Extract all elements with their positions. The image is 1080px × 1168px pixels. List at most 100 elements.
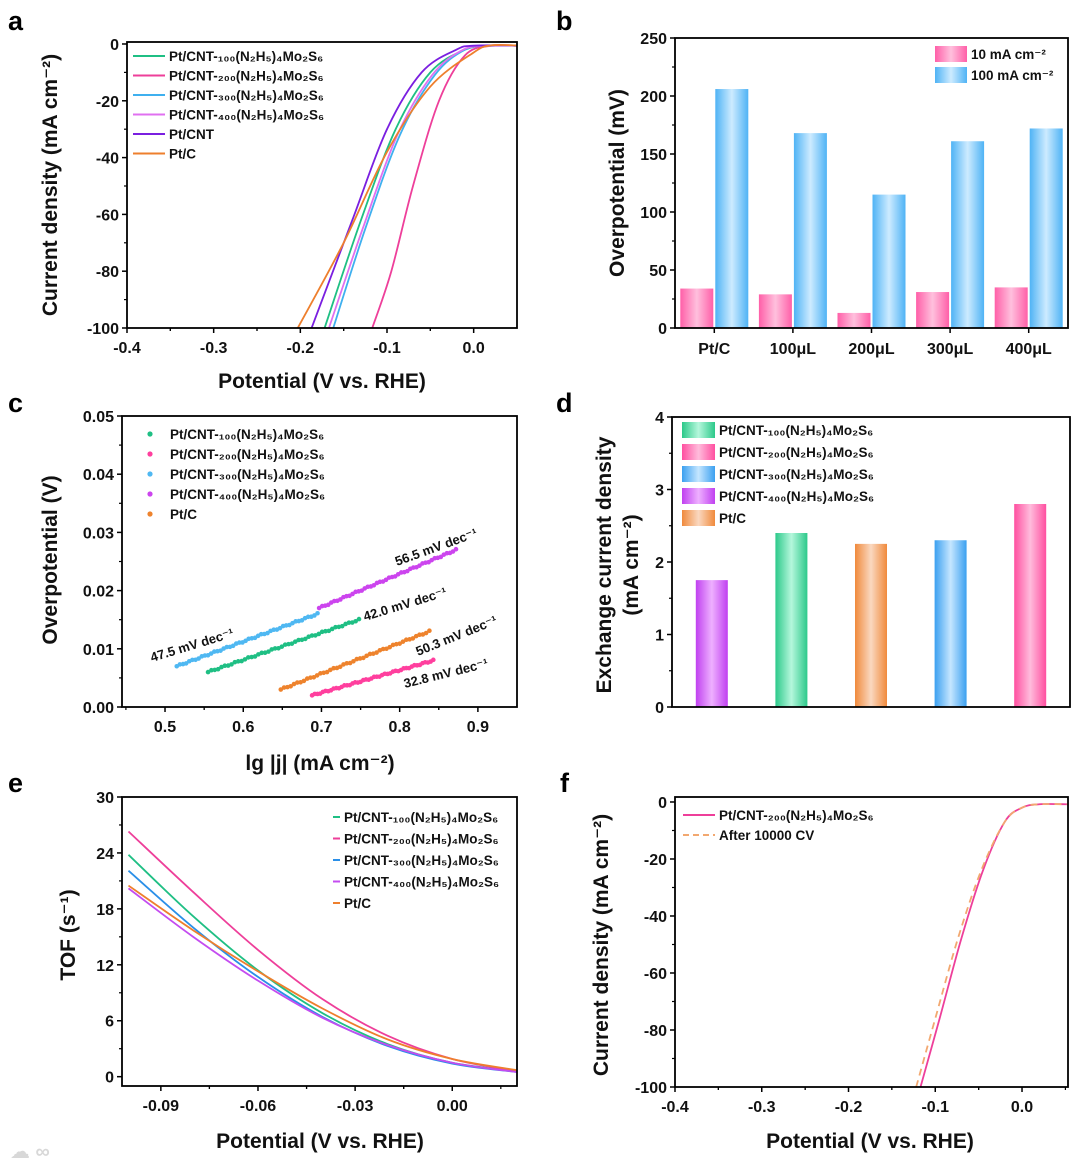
y-tick-label: -20 <box>96 94 119 111</box>
data-point <box>209 667 214 673</box>
legend-swatch <box>935 46 967 62</box>
series-line <box>332 44 517 328</box>
data-point <box>410 636 416 641</box>
data-point <box>323 628 328 634</box>
data-point <box>367 651 373 657</box>
y-tick-label: -60 <box>644 966 667 983</box>
data-point <box>331 665 336 671</box>
data-point <box>266 649 271 654</box>
data-point <box>423 630 429 636</box>
y-tick-label: 4 <box>655 410 664 427</box>
legend-item: After 10000 CV <box>683 828 814 843</box>
bar <box>695 580 728 707</box>
data-point <box>252 654 258 659</box>
legend-swatch <box>682 422 715 438</box>
data-point <box>272 646 278 651</box>
bar <box>680 288 714 328</box>
legend-label: Pt/CNT-₁₀₀(N₂H₅)₄Mo₂S₆ <box>170 427 324 442</box>
x-tick-label: -0.1 <box>373 340 401 357</box>
legend-item: Pt/CNT-₄₀₀(N₂H₅)₄Mo₂S₆ <box>682 488 874 504</box>
series-line <box>919 803 1068 1087</box>
y-tick-label: 24 <box>96 846 114 863</box>
x-tick-label: -0.1 <box>921 1099 949 1116</box>
y-axis-title: Current density (mA cm⁻²) <box>590 814 613 1076</box>
y-axis-title-units: (mA cm⁻²) <box>620 514 643 615</box>
data-point <box>417 632 422 637</box>
data-point <box>242 657 248 662</box>
legend-swatch <box>682 510 715 526</box>
y-tick-label: 0 <box>658 795 667 812</box>
bar <box>758 294 792 328</box>
data-point <box>431 657 436 663</box>
y-tick-label: -60 <box>96 207 119 224</box>
legend-label: 100 mA cm⁻² <box>971 68 1054 83</box>
legend-label: Pt/C <box>344 896 371 911</box>
x-tick-label: 0.00 <box>437 1098 468 1115</box>
legend-item: Pt/CNT-₂₀₀(N₂H₅)₄Mo₂S₆ <box>682 444 874 460</box>
data-point <box>294 680 300 685</box>
y-tick-label: 0.02 <box>83 584 114 601</box>
legend: Pt/CNT-₁₀₀(N₂H₅)₄Mo₂S₆ Pt/CNT-₂₀₀(N₂H₅)₄M… <box>147 427 325 522</box>
panel-letter: d <box>556 388 573 418</box>
data-point <box>316 631 322 637</box>
bar <box>916 292 950 328</box>
data-point <box>278 687 284 692</box>
legend-label: Pt/CNT-₁₀₀(N₂H₅)₄Mo₂S₆ <box>719 423 873 438</box>
legend: Pt/CNT-₂₀₀(N₂H₅)₄Mo₂S₆ After 10000 CV <box>683 808 874 843</box>
legend-label: Pt/CNT-₂₀₀(N₂H₅)₄Mo₂S₆ <box>169 69 324 84</box>
bar <box>793 133 827 328</box>
panel-b: b 0 50 100 150 200 250 Overpotential (mV) Pt/C 10… <box>556 6 1069 358</box>
data-point <box>380 646 386 652</box>
y-tick-label: 0.04 <box>83 467 114 484</box>
bar <box>934 540 967 707</box>
series-line <box>127 869 517 1073</box>
y-tick-label: -40 <box>644 909 667 926</box>
bar <box>951 141 985 328</box>
legend-label: Pt/CNT-₄₀₀(N₂H₅)₄Mo₂S₆ <box>170 487 325 502</box>
x-tick-label: -0.4 <box>661 1099 689 1116</box>
legend-label: Pt/CNT-₂₀₀(N₂H₅)₄Mo₂S₆ <box>719 808 874 823</box>
legend-item: Pt/C <box>333 896 371 911</box>
x-category-label: 300μL <box>927 341 973 358</box>
panel-letter: a <box>8 6 24 36</box>
plot-area <box>296 43 517 328</box>
data-point <box>339 623 345 629</box>
legend-swatch <box>682 466 715 482</box>
data-point <box>303 636 308 642</box>
legend: Pt/CNT-₁₀₀(N₂H₅)₄Mo₂S₆ Pt/CNT-₂₀₀(N₂H₅)₄M… <box>682 422 874 526</box>
legend-item: Pt/CNT-₁₀₀(N₂H₅)₄Mo₂S₆ <box>682 422 873 438</box>
tafel-slope-annotation: 50.3 mV dec⁻¹ <box>414 613 500 659</box>
legend-item: Pt/CNT-₁₀₀(N₂H₅)₄Mo₂S₆ <box>133 49 323 64</box>
legend-item: Pt/CNT-₄₀₀(N₂H₅)₄Mo₂S₆ <box>147 487 325 502</box>
y-tick-label: -20 <box>644 852 667 869</box>
x-tick-label: -0.2 <box>287 340 315 357</box>
panel-letter: c <box>8 388 23 418</box>
x-tick-label: 0.5 <box>154 719 176 736</box>
x-axis-title: lg |j| (mA cm⁻²) <box>245 752 394 775</box>
legend-label: Pt/C <box>170 507 197 522</box>
y-axis-title: Overpotential (V) <box>39 475 62 644</box>
data-point <box>259 650 265 656</box>
panel-c: c 0.00 0.01 0.02 0.03 0.04 0.05 0.5 0.6 0.7 0.8 0.9… <box>8 388 518 775</box>
legend-label: Pt/CNT-₂₀₀(N₂H₅)₄Mo₂S₆ <box>344 832 499 847</box>
x-tick-label: -0.3 <box>200 340 228 357</box>
y-tick-label: 150 <box>640 147 667 164</box>
plot-frame <box>121 796 518 1087</box>
legend: Pt/CNT-₁₀₀(N₂H₅)₄Mo₂S₆ Pt/CNT-₂₀₀(N₂H₅)₄M… <box>133 49 324 162</box>
x-tick-label: -0.03 <box>337 1098 374 1115</box>
y-tick-label: 0.00 <box>83 700 114 717</box>
tafel-slope-annotation: 56.5 mV dec⁻¹ <box>393 525 479 569</box>
plot-frame <box>126 41 518 329</box>
legend-label: Pt/CNT-₄₀₀(N₂H₅)₄Mo₂S₆ <box>169 108 324 123</box>
plot-frame <box>121 415 518 708</box>
legend-item: Pt/CNT-₃₀₀(N₂H₅)₄Mo₂S₆ <box>133 88 324 103</box>
y-tick-label: 100 <box>640 205 667 222</box>
legend-item: Pt/CNT-₂₀₀(N₂H₅)₄Mo₂S₆ <box>683 808 874 823</box>
data-point <box>235 659 241 664</box>
y-axis-title: TOF (s⁻¹) <box>57 889 80 980</box>
data-point <box>326 628 332 634</box>
data-point <box>286 641 291 647</box>
legend-label: Pt/CNT-₁₀₀(N₂H₅)₄Mo₂S₆ <box>169 49 323 64</box>
data-point <box>353 618 358 624</box>
